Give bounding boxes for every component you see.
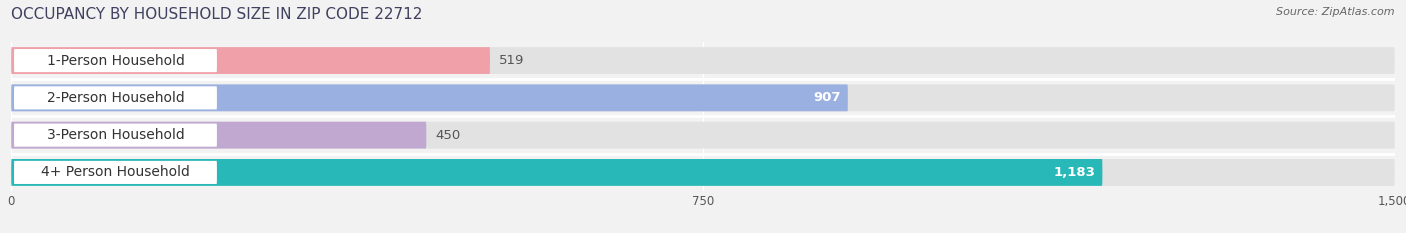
Text: 4+ Person Household: 4+ Person Household (41, 165, 190, 179)
Text: 1-Person Household: 1-Person Household (46, 54, 184, 68)
Text: 519: 519 (499, 54, 524, 67)
Text: 450: 450 (436, 129, 461, 142)
FancyBboxPatch shape (11, 84, 848, 111)
Text: 2-Person Household: 2-Person Household (46, 91, 184, 105)
FancyBboxPatch shape (11, 122, 1395, 149)
FancyBboxPatch shape (11, 47, 1395, 74)
Text: 907: 907 (813, 91, 841, 104)
Text: OCCUPANCY BY HOUSEHOLD SIZE IN ZIP CODE 22712: OCCUPANCY BY HOUSEHOLD SIZE IN ZIP CODE … (11, 7, 423, 22)
FancyBboxPatch shape (14, 161, 217, 184)
FancyBboxPatch shape (11, 122, 426, 149)
Text: 3-Person Household: 3-Person Household (46, 128, 184, 142)
FancyBboxPatch shape (11, 159, 1102, 186)
FancyBboxPatch shape (14, 49, 217, 72)
FancyBboxPatch shape (14, 123, 217, 147)
Text: 1,183: 1,183 (1053, 166, 1095, 179)
Text: Source: ZipAtlas.com: Source: ZipAtlas.com (1277, 7, 1395, 17)
FancyBboxPatch shape (11, 84, 1395, 111)
FancyBboxPatch shape (11, 47, 489, 74)
FancyBboxPatch shape (11, 159, 1395, 186)
FancyBboxPatch shape (14, 86, 217, 110)
